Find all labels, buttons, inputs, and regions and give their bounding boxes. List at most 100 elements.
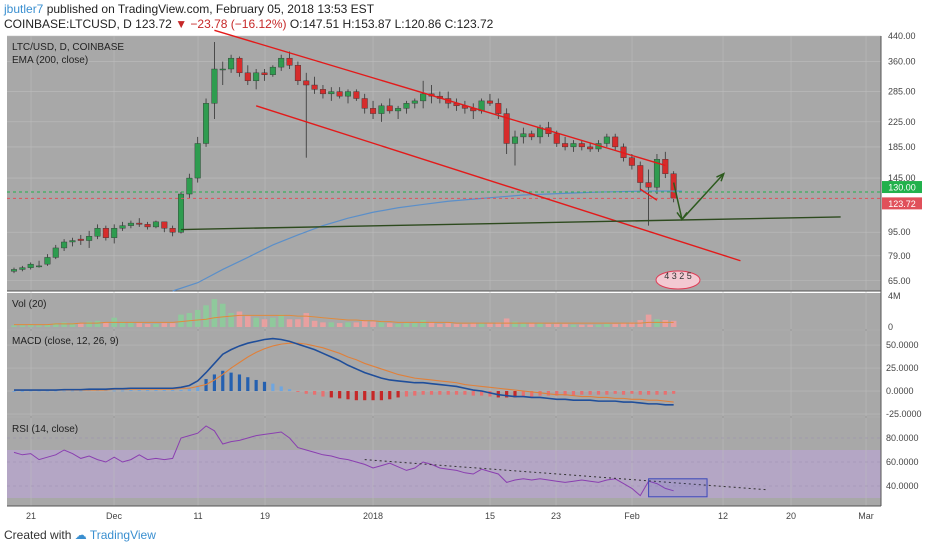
candle-body xyxy=(269,66,276,75)
author-link[interactable]: jbutler7 xyxy=(4,2,44,16)
candle-body xyxy=(395,108,402,112)
macd-histogram-bar xyxy=(229,372,233,392)
candle xyxy=(345,89,352,104)
candle xyxy=(628,154,635,170)
macd-histogram-bar xyxy=(146,390,150,392)
candle-body xyxy=(486,100,493,104)
macd-histogram-bar xyxy=(62,390,66,392)
volume-bar xyxy=(86,321,92,327)
candle-body xyxy=(19,267,26,270)
candle xyxy=(136,218,143,227)
time-tick-label: 11 xyxy=(193,511,202,521)
ohlc-values: O:147.51 H:153.87 L:120.86 C:123.72 xyxy=(289,17,494,31)
candle xyxy=(169,225,176,237)
candle-body xyxy=(570,143,577,148)
macd-histogram-bar xyxy=(488,391,492,397)
candle xyxy=(286,51,293,69)
badge-shape xyxy=(655,270,701,290)
volume-bar xyxy=(386,323,393,327)
candle xyxy=(378,103,385,122)
candle-body xyxy=(386,105,393,112)
macd-panel-bg xyxy=(7,331,881,416)
macd-histogram-bar xyxy=(171,390,175,392)
time-tick-label: 21 xyxy=(26,511,36,521)
candle-body xyxy=(144,224,151,228)
candle-body xyxy=(495,103,502,114)
volume-bar xyxy=(587,324,593,327)
volume-bar xyxy=(169,323,176,327)
rsi-tick-label: 80.0000 xyxy=(886,433,919,443)
candle-body xyxy=(102,228,109,238)
candle xyxy=(603,133,610,147)
rsi-trend-line xyxy=(364,459,766,491)
candle-body xyxy=(27,263,34,268)
macd-histogram-bar xyxy=(20,391,24,392)
macd-histogram-bar xyxy=(237,374,242,392)
candle-body xyxy=(86,236,93,241)
volume-bar xyxy=(144,323,151,327)
macd-tick-label: 25.0000 xyxy=(886,363,919,373)
volume-bar xyxy=(420,320,426,327)
candle xyxy=(236,56,243,77)
volume-bar xyxy=(545,323,552,327)
pattern-badge[interactable]: 4 3 2 5 xyxy=(655,270,701,290)
volume-bar xyxy=(286,319,293,327)
candle xyxy=(562,136,569,151)
candle xyxy=(253,68,260,90)
tradingview-link[interactable]: TradingView xyxy=(89,528,156,542)
candle-body xyxy=(578,143,585,148)
candle xyxy=(194,136,201,183)
macd-histogram-bar xyxy=(621,391,626,395)
volume-bar xyxy=(94,320,101,327)
trend-line xyxy=(255,105,741,262)
volume-bar xyxy=(178,314,184,327)
candle-body xyxy=(336,91,343,97)
candle xyxy=(353,89,360,101)
macd-legend: MACD (close, 12, 26, 9) xyxy=(12,336,119,347)
candle-body xyxy=(361,98,368,109)
volume-bar xyxy=(136,323,143,327)
candle-body xyxy=(653,159,660,188)
trend-line xyxy=(214,29,666,167)
macd-histogram-bar xyxy=(404,391,409,397)
volume-bar xyxy=(203,305,209,327)
candle xyxy=(403,100,410,114)
candle xyxy=(228,54,235,73)
price-tick-label: 95.00 xyxy=(888,227,911,237)
price-axis: 440.00 360.00 285.00 225.00 185.00 145.00 95.0… xyxy=(882,31,922,491)
candle xyxy=(503,108,510,155)
candle-body xyxy=(61,241,68,249)
price-tick-label: 225.00 xyxy=(888,117,916,127)
candle-body xyxy=(44,257,51,265)
candle xyxy=(119,221,126,231)
price-label-text: 123.72 xyxy=(888,199,916,209)
candle-body xyxy=(328,91,335,95)
candle-body xyxy=(553,133,560,144)
candle xyxy=(570,140,577,152)
candle xyxy=(177,192,184,234)
candle-body xyxy=(562,143,569,148)
macd-histogram-bar xyxy=(429,391,434,395)
time-tick-label: 19 xyxy=(260,511,270,521)
candle-body xyxy=(278,57,285,68)
rsi-tick-label: 40.0000 xyxy=(886,481,919,491)
candle-body xyxy=(161,221,168,229)
candle xyxy=(269,65,276,77)
rsi-series xyxy=(13,425,766,498)
badge-text: 4 3 2 5 xyxy=(664,271,692,281)
macd-tick-label: 50.0000 xyxy=(886,340,919,350)
candle-body xyxy=(36,265,43,268)
candle-body xyxy=(311,84,318,90)
candle xyxy=(294,61,301,86)
macd-histogram-bar xyxy=(446,391,450,395)
price-tick-label: 440.00 xyxy=(888,31,916,41)
tradingview-logo-icon: ☁ xyxy=(74,528,87,542)
candle-body xyxy=(603,136,610,144)
candle xyxy=(386,98,393,114)
footer-text: Created with xyxy=(4,528,72,542)
macd-histogram-bar xyxy=(521,391,525,397)
candle xyxy=(86,230,93,248)
candle xyxy=(653,154,660,195)
volume-bar xyxy=(194,309,201,327)
candle-body xyxy=(378,105,385,114)
